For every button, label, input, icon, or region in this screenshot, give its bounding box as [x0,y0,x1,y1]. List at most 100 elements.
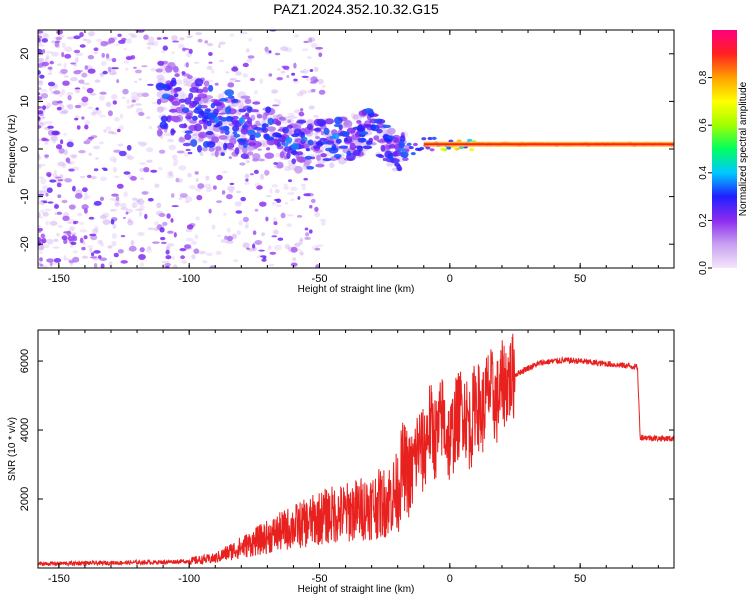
spectrogram-cell [147,246,152,250]
snr-ytick-label: 2000 [19,487,31,511]
spectrogram-cell [297,248,302,252]
spectrogram-cell [81,246,86,251]
spectrogram-cell [366,140,373,145]
spectrogram-cell [236,138,247,143]
spectrogram-cell [240,196,246,202]
spectrogram-cell [227,186,235,191]
spectrogram-cell [176,79,183,85]
spectrogram-cell [40,233,45,239]
spectrogram-cell [314,131,319,138]
spectrogram-cell [220,239,227,243]
spectrogram-cell [440,147,445,151]
spectrogram-cell [134,69,142,74]
spectrogram-cell [93,52,98,54]
spectrogram-cell [42,244,50,248]
spectrogram-cell [305,232,310,237]
spectrogram-cell [137,30,145,33]
spectrogram-cell [71,154,77,159]
spectrogram-cell [123,191,128,198]
spectrogram-cell [202,260,208,264]
spectrogram-cell [359,131,369,136]
spectrogram-cell [207,112,217,120]
spectrogram-cell [260,173,264,180]
spectrogram-cell [111,240,117,247]
spectrogram-cell [314,247,321,251]
spectrogram-cell [63,231,71,234]
spectrogram-cell [89,92,97,96]
spectrogram-cell [259,201,267,207]
spectrogram-cell [388,144,396,149]
spectrogram-cell [49,261,53,267]
spectrogram-cell [89,233,97,237]
spectrogram-cell [321,85,326,88]
spectrogram-xtick-label: 50 [574,273,586,285]
spectrogram-ytick-label: 10 [19,95,31,107]
spectrogram-cell [298,111,305,117]
spectrogram-cell [110,208,118,212]
spectrogram-cell [128,245,137,252]
spectrogram-cell [208,61,213,64]
spectrogram-cell [267,245,272,251]
spectrogram-cell [130,239,135,246]
spectrogram-cell [116,183,124,189]
spectrogram-cell [192,115,198,121]
spectrogram-cell [318,89,326,95]
colorbar-tick-label: 0.0 [698,261,709,275]
spectrogram-cell [171,205,179,208]
spectrogram-cell [127,155,134,161]
spectrogram-cell [73,63,78,67]
spectrogram-cell [286,75,290,78]
spectrogram-cell [299,89,308,95]
spectrogram-cell [66,92,74,96]
spectrogram-cell [266,147,271,151]
spectrogram-cell [238,117,245,124]
spectrogram-cell [227,82,235,88]
spectrogram-cell [319,146,325,151]
spectrogram-cell [88,136,94,140]
spectrogram-cell [113,149,122,153]
spectrogram-cell [206,120,212,127]
spectrogram-cell [382,124,392,129]
spectrogram-cell [265,136,275,141]
spectrogram-cell [313,127,321,132]
snr-xtick-label: 0 [447,573,453,585]
spectrogram-cell [304,155,313,160]
spectrogram-cell [153,221,159,226]
spectrogram-cell [301,136,308,142]
spectrogram-cell [400,151,409,158]
spectrogram-cell [235,190,242,194]
spectrogram-cell [196,194,203,201]
spectrogram-cell [242,62,249,68]
spectrogram-cell [61,42,66,49]
spectrogram-cell [70,77,78,82]
spectrogram-cell [94,79,101,83]
spectrogram-cell [130,104,135,107]
spectrogram-cell [185,62,189,68]
spectrogram-cell [264,169,270,176]
spectrogram-cell [205,125,216,132]
spectrogram-cell [225,106,231,115]
spectrogram-cell [276,68,281,71]
spectrogram-cell [185,112,193,117]
spectrogram-marks [38,30,674,268]
spectrogram-cell [247,55,255,59]
spectrogram-cell [167,230,174,234]
spectrogram-cell [139,262,145,267]
spectrogram-cell [89,256,98,259]
spectrogram-cell [248,37,252,42]
spectrogram-cell [113,158,117,163]
colorbar-gradient [712,30,737,268]
spectrogram-cell [157,60,165,66]
spectrogram-cell [143,34,149,40]
spectrogram-cell [275,152,281,158]
spectrogram-cell [180,255,186,260]
spectrogram-cell [134,208,143,211]
spectrogram-cell [96,38,103,43]
spectrogram-cell [97,239,103,245]
spectrogram-cell [126,38,132,44]
spectrogram-cell [75,193,83,199]
spectrogram-cell [156,128,163,137]
spectrogram-cell [87,55,95,60]
spectrogram-cell [120,260,128,264]
